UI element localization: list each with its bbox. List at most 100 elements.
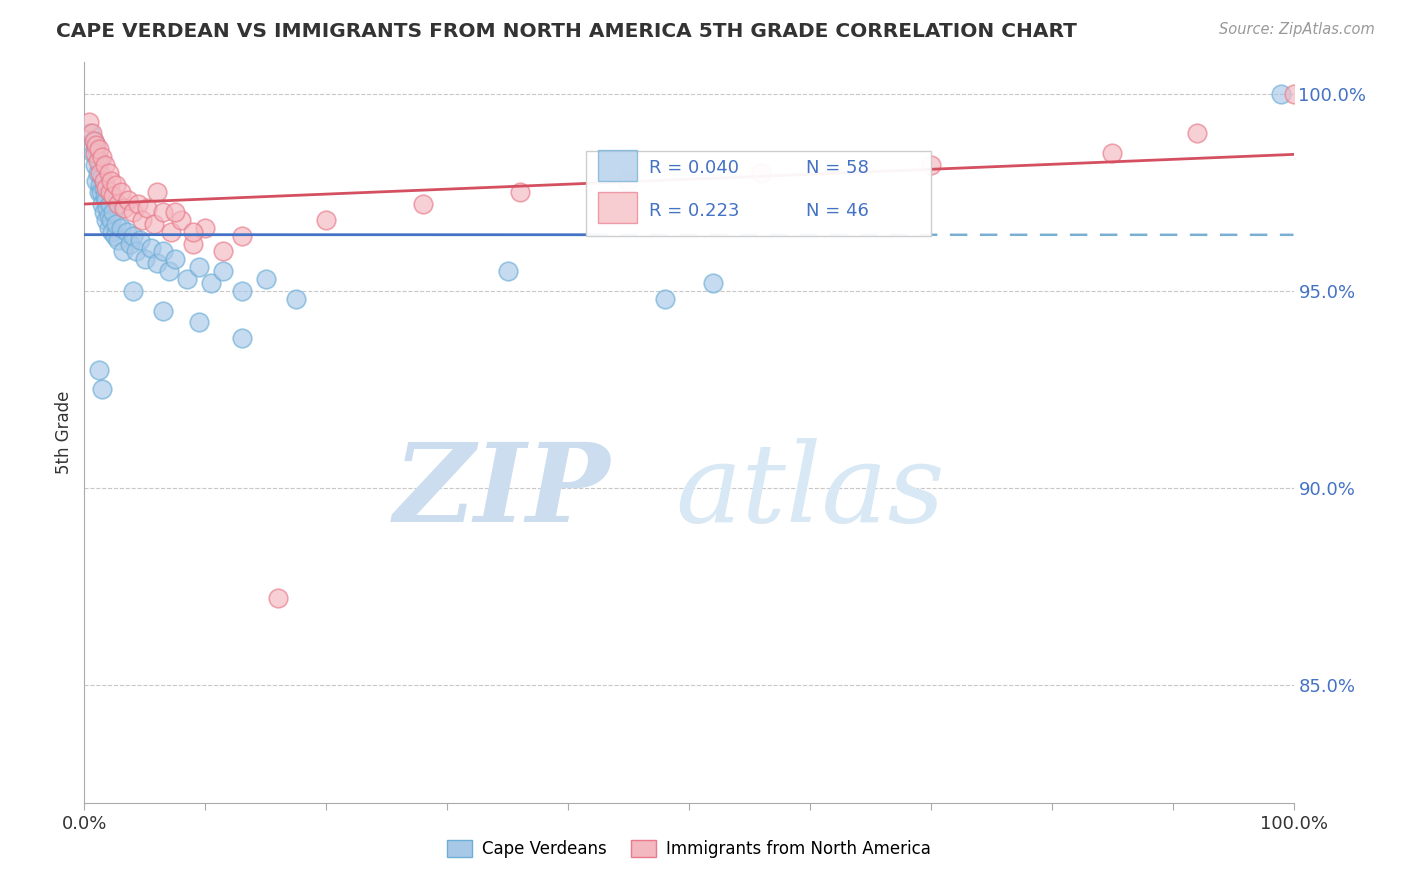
Point [98,197,121,211]
Point [89,153,111,168]
Point [97,209,120,223]
Point [104,217,127,231]
Point [1270,87,1292,101]
Point [104,178,127,192]
Point [127,197,149,211]
Point [1282,87,1305,101]
Point [103,189,125,203]
Point [231,331,253,345]
Point [86,166,108,180]
Point [84,146,107,161]
Point [212,264,235,278]
Point [91,197,114,211]
Text: N = 46: N = 46 [806,202,869,219]
Point [83,134,105,148]
Point [751,166,773,180]
Point [200,276,222,290]
Point [136,201,159,215]
Point [131,213,153,227]
Point [231,284,253,298]
Point [96,201,118,215]
Point [86,153,108,168]
Point [188,315,211,329]
Point [254,272,277,286]
Point [134,252,156,267]
Point [90,186,112,200]
Point [94,158,117,172]
Point [143,217,166,231]
Text: R = 0.223: R = 0.223 [650,202,740,219]
Point [94,213,117,227]
Point [160,225,183,239]
Legend: Cape Verdeans, Immigrants from North America: Cape Verdeans, Immigrants from North Ame… [440,833,938,865]
Point [87,142,110,156]
Point [83,134,105,148]
Point [139,241,162,255]
Point [93,205,115,219]
Y-axis label: 5th Grade: 5th Grade [55,391,73,475]
Point [89,166,111,180]
FancyBboxPatch shape [586,152,931,236]
Point [1101,146,1123,161]
Point [920,158,942,172]
Point [80,126,103,140]
Point [91,150,114,164]
Point [89,178,111,192]
Point [93,173,115,187]
Text: atlas: atlas [675,438,945,546]
Point [181,236,204,251]
Text: ZIP: ZIP [394,438,610,546]
Point [94,189,117,203]
Point [86,138,108,153]
Point [267,591,290,605]
Point [496,264,519,278]
Point [157,264,180,278]
Point [104,228,127,243]
Point [112,201,135,215]
Point [101,225,124,239]
Point [212,244,235,259]
Point [86,142,108,156]
Point [121,228,143,243]
Point [152,205,174,219]
Point [181,225,204,239]
Point [86,173,108,187]
Point [94,181,117,195]
Point [91,382,114,396]
Point [129,233,152,247]
Point [315,213,337,227]
Point [121,284,143,298]
Point [91,169,114,184]
Point [121,205,143,219]
Point [107,233,129,247]
Point [170,213,193,227]
Point [125,244,148,259]
Point [194,220,217,235]
Point [98,186,121,200]
Point [97,220,120,235]
Point [146,186,169,200]
Point [107,197,129,211]
Point [165,205,187,219]
Point [509,186,531,200]
Point [188,260,211,275]
Point [87,186,110,200]
Point [87,362,110,376]
Point [284,292,308,306]
Point [117,194,139,208]
Point [103,205,125,219]
Point [412,197,434,211]
FancyBboxPatch shape [599,192,637,223]
Text: R = 0.040: R = 0.040 [650,159,740,177]
Point [1185,126,1208,140]
Point [94,194,117,208]
Point [100,213,122,227]
Point [100,173,122,187]
Point [165,252,187,267]
Text: CAPE VERDEAN VS IMMIGRANTS FROM NORTH AMERICA 5TH GRADE CORRELATION CHART: CAPE VERDEAN VS IMMIGRANTS FROM NORTH AM… [56,22,1077,41]
Point [702,276,724,290]
Point [617,173,640,187]
Point [84,158,107,172]
Point [146,256,169,270]
Point [93,181,115,195]
